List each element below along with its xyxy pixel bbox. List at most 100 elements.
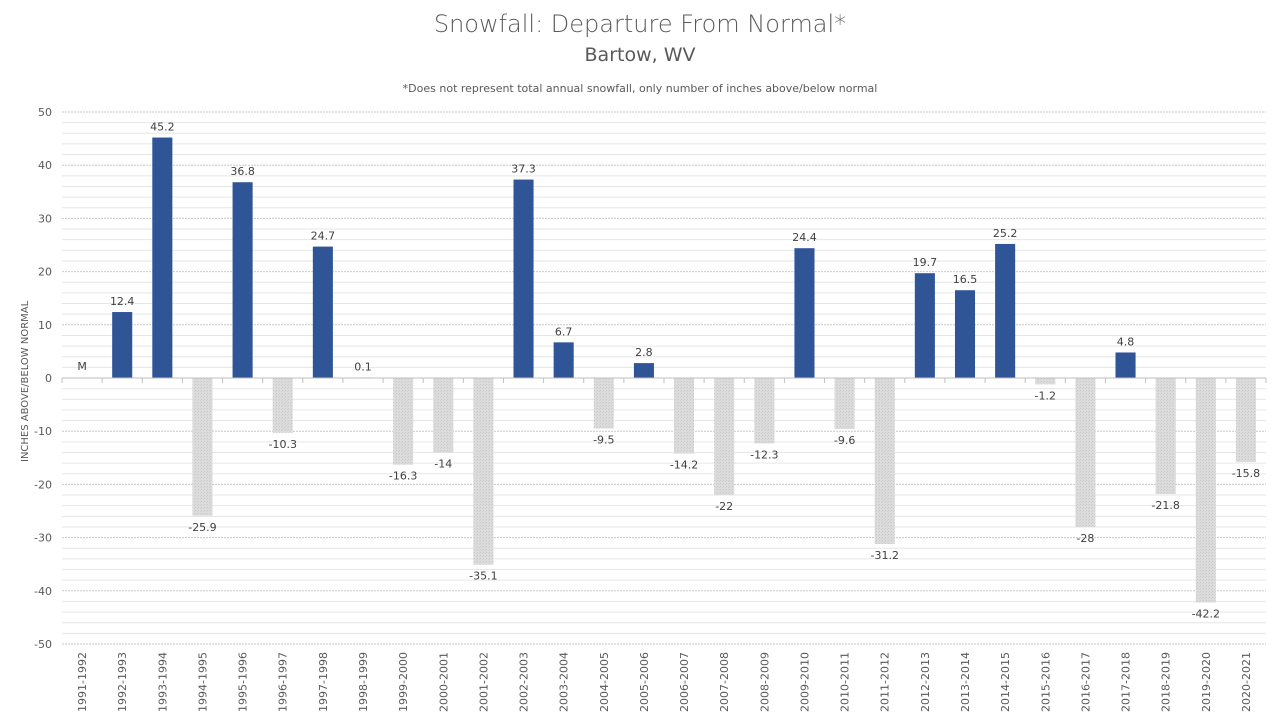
y-tick-label: -40 [34,585,52,598]
x-tick-label: 2006-2007 [678,652,691,712]
x-tick-label: 1992-1993 [116,652,129,712]
data-label: -9.5 [593,434,614,447]
x-tick-label: 1998-1999 [357,652,370,712]
y-tick-label: 10 [38,319,52,332]
bar-positive [152,137,173,378]
bar-negative [192,378,213,516]
data-label: -16.3 [389,470,417,483]
data-label: -9.6 [834,434,855,447]
x-tick-label: 2016-2017 [1079,652,1092,712]
bar-negative [714,378,735,496]
bar-positive [914,273,935,378]
data-label: 12.4 [110,295,135,308]
bar-positive [954,290,976,378]
x-tick-label: 2007-2008 [718,652,731,712]
x-tick-label: 2010-2011 [839,652,852,712]
x-tick-label: 1999-2000 [397,652,410,712]
bar-negative [1155,378,1176,494]
data-label: 2.8 [635,346,653,359]
x-tick-label: 2014-2015 [999,652,1012,712]
y-tick-label: 30 [38,212,52,225]
data-label: -42.2 [1192,608,1220,621]
data-label: -22 [715,500,733,513]
x-tick-label: 2015-2016 [1039,652,1052,712]
data-label: 16.5 [953,273,978,286]
chart-title: Snowfall: Departure From Normal* [433,10,847,38]
bar-positive [112,312,133,378]
data-label: 0.1 [354,360,372,373]
x-tick-label: 1995-1996 [237,652,250,712]
y-tick-label: 50 [38,106,52,119]
bar-negative [1195,378,1216,603]
data-label: -35.1 [469,570,497,583]
bar-negative [834,378,855,430]
data-label: -1.2 [1035,389,1056,402]
x-tick-label: 2003-2004 [558,652,571,712]
x-tick-label: 1997-1998 [317,652,330,712]
data-label: 24.7 [311,230,336,243]
y-tick-label: 20 [38,266,52,279]
data-label: 6.7 [555,325,573,338]
data-label: 19.7 [913,256,938,269]
x-tick-label: 2013-2014 [959,652,972,712]
bar-positive [633,363,654,378]
x-tick-label: 2008-2009 [758,652,771,712]
data-label: -25.9 [188,521,216,534]
data-label: -15.8 [1232,467,1260,480]
bar-negative [1075,378,1096,527]
data-label: -10.3 [268,438,296,451]
y-tick-label: 0 [45,372,52,385]
bar-positive [1115,352,1136,378]
data-label: -12.3 [750,448,778,461]
bar-positive [312,246,333,378]
chart-footnote: *Does not represent total annual snowfal… [402,82,878,95]
y-tick-label: -10 [34,425,52,438]
bar-negative [874,378,895,544]
bar-negative [473,378,494,565]
data-label: -14.2 [670,459,698,472]
data-label: -21.8 [1151,499,1179,512]
x-tick-label: 1991-1992 [76,652,89,712]
bar-positive [794,248,815,378]
bar-negative [754,378,775,444]
x-tick-label: 2017-2018 [1120,652,1133,712]
bar-negative [272,378,293,433]
data-label: 4.8 [1117,335,1135,348]
bar-negative [1035,378,1056,385]
bar-positive [553,342,574,378]
data-label: 24.4 [792,231,817,244]
x-tick-label: 2005-2006 [638,652,651,712]
y-tick-label: -30 [34,532,52,545]
data-label: 36.8 [230,165,255,178]
data-label: M [77,360,87,373]
bar-negative [674,378,695,454]
x-tick-label: 1994-1995 [196,652,209,712]
x-tick-label: 2020-2021 [1240,652,1253,712]
x-tick-label: 1996-1997 [277,652,290,712]
x-tick-label: 2009-2010 [798,652,811,712]
x-tick-label: 2019-2020 [1200,652,1213,712]
x-tick-label: 2012-2013 [919,652,932,712]
bar-positive [232,182,253,378]
x-tick-label: 2018-2019 [1160,652,1173,712]
x-tick-label: 2000-2001 [437,652,450,712]
data-label: -14 [434,457,452,470]
bar-negative [593,378,614,429]
x-tick-label: 2002-2003 [518,652,531,712]
bar-positive [995,243,1016,378]
data-label: 45.2 [150,121,175,134]
chart-subtitle: Bartow, WV [584,44,696,66]
bar-negative [393,378,414,465]
y-tick-label: -50 [34,638,52,651]
data-label: 25.2 [993,227,1018,240]
y-tick-label: -20 [34,478,52,491]
x-tick-label: 2001-2002 [477,652,490,712]
x-tick-label: 2004-2005 [598,652,611,712]
bar-negative [433,378,454,453]
bar-positive [513,179,534,378]
bar-negative [1235,378,1256,463]
data-label: -31.2 [870,549,898,562]
data-label: 37.3 [511,163,536,176]
x-tick-label: 1993-1994 [156,652,169,712]
